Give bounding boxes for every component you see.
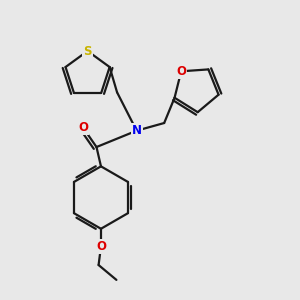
Text: S: S	[83, 44, 92, 58]
Text: O: O	[96, 240, 106, 253]
Text: O: O	[78, 121, 88, 134]
Text: N: N	[132, 124, 142, 137]
Text: O: O	[176, 65, 186, 78]
